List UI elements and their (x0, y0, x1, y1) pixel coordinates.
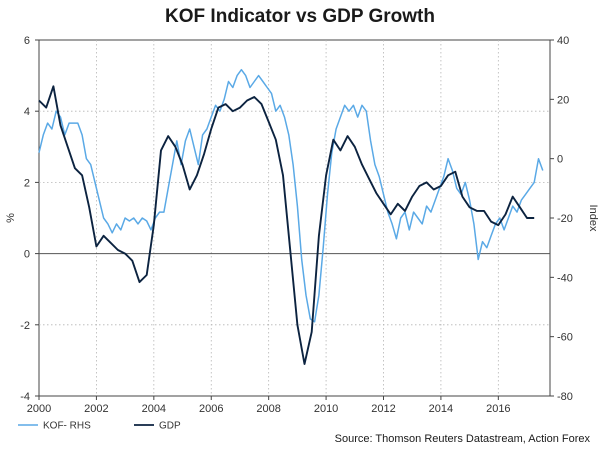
axis-ticks: 2000 2002 2004 2006 2008 2010 2012 2014 2016-4-2… (20, 35, 573, 415)
legend-label-gdp: GDP (159, 421, 181, 432)
y-right-tick-label-0: 0 (557, 154, 563, 166)
y-left-tick-label--4: -4 (20, 391, 30, 403)
grid-lines (39, 40, 550, 396)
y-left-tick-label-4: 4 (24, 106, 30, 118)
y-right-tick-label-40: 40 (557, 35, 569, 47)
y-right-tick-label--20: -20 (557, 213, 573, 225)
x-tick-label-2006: 2006 (199, 403, 223, 415)
x-tick-label-2012: 2012 (371, 403, 395, 415)
x-tick-label-2000: 2000 (27, 403, 51, 415)
legend: KOF- RHS GDP (18, 421, 181, 432)
y-right-tick-label--80: -80 (557, 391, 573, 403)
y-right-tick-label--60: -60 (557, 332, 573, 344)
chart-title: KOF Indicator vs GDP Growth (165, 6, 435, 27)
x-tick-label-2008: 2008 (256, 403, 280, 415)
x-tick-label-2004: 2004 (142, 403, 166, 415)
series-line-gdp (38, 85, 535, 365)
x-tick-label-2014: 2014 (429, 403, 453, 415)
y-right-tick-label--40: -40 (557, 272, 573, 284)
series-layer (38, 68, 544, 365)
y-right-tick-label-20: 20 (557, 94, 569, 106)
x-tick-label-2016: 2016 (486, 403, 510, 415)
y-left-tick-label--2: -2 (20, 320, 30, 332)
y-left-tick-label-0: 0 (24, 249, 30, 261)
y-axis-label-right: Index (587, 205, 599, 232)
x-tick-label-2010: 2010 (314, 403, 338, 415)
y-axis-label-left: % (5, 213, 17, 223)
legend-label-kof: KOF- RHS (43, 421, 91, 432)
x-tick-label-2002: 2002 (84, 403, 108, 415)
series-line-kof (38, 68, 544, 323)
y-left-tick-label-2: 2 (24, 177, 30, 189)
y-left-tick-label-6: 6 (24, 35, 30, 47)
source-note: Source: Thomson Reuters Datastream, Acti… (335, 433, 591, 445)
